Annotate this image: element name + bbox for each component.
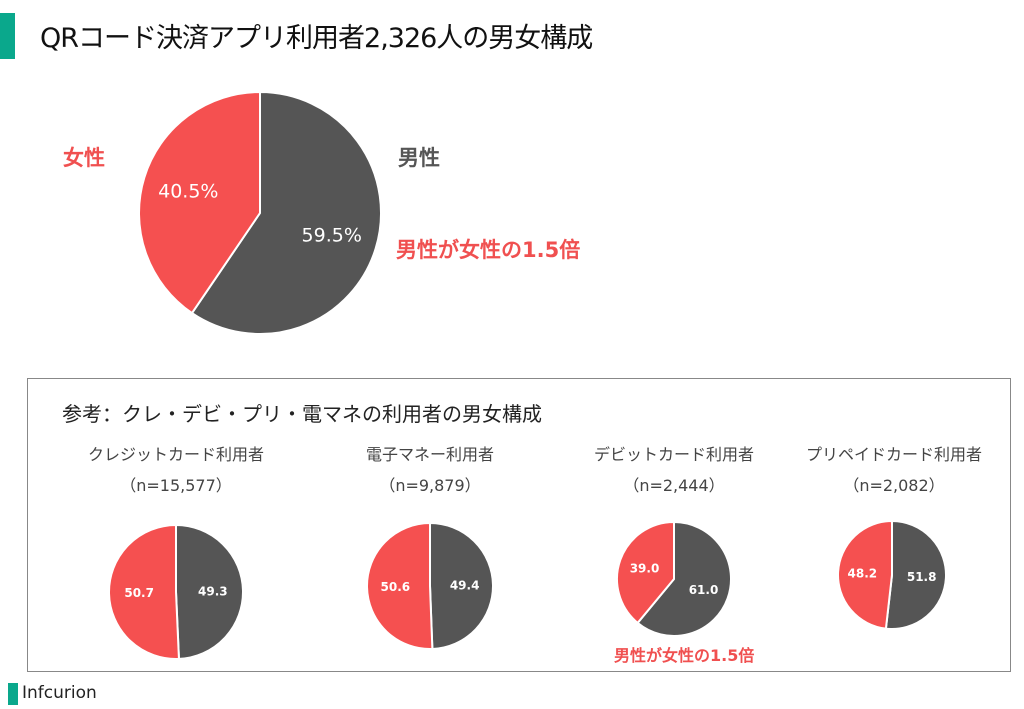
pie-slice-male xyxy=(429,521,494,650)
reference-box xyxy=(27,378,1011,672)
pie-data-label: 49.3 xyxy=(198,584,228,598)
pie-n: （n=9,879） xyxy=(379,476,481,495)
page-title: QRコード決済アプリ利用者2,326人の男女構成 xyxy=(40,23,593,54)
pie-n: （n=2,444） xyxy=(623,476,725,495)
pie-title: クレジットカード利用者 xyxy=(87,445,264,464)
pie-slice-male xyxy=(884,519,947,630)
logo-text: Infcurion xyxy=(22,683,97,703)
title-accent-bar xyxy=(0,13,15,59)
pie-data-label: 61.0 xyxy=(689,583,719,597)
pie-slice-female xyxy=(108,523,180,660)
pie-title: 電子マネー利用者 xyxy=(365,445,494,464)
logo-icon xyxy=(8,683,18,705)
pie-slice-female xyxy=(837,519,893,630)
pie-data-label: 59.5% xyxy=(302,225,362,247)
pie-slice-female xyxy=(616,520,675,625)
female-label: 女性 xyxy=(63,146,105,170)
pie-data-label: 50.6 xyxy=(381,580,411,594)
pie-title: プリペイドカード利用者 xyxy=(805,445,982,464)
pie-slice-female xyxy=(366,521,434,650)
pie-slice-male xyxy=(636,520,732,637)
pie-data-label: 50.7 xyxy=(124,586,154,600)
debit-note: 男性が女性の1.5倍 xyxy=(614,646,755,665)
pie-data-label: 49.4 xyxy=(450,579,480,593)
pie-data-label: 40.5% xyxy=(158,181,218,203)
pie-title: デビットカード利用者 xyxy=(593,445,754,464)
pie-data-label: 48.2 xyxy=(848,567,878,581)
main-note: 男性が女性の1.5倍 xyxy=(396,238,581,262)
reference-title: 参考：クレ・デビ・プリ・電マネの利用者の男女構成 xyxy=(62,402,542,426)
pie-data-label: 39.0 xyxy=(630,562,660,576)
pie-n: （n=15,577） xyxy=(120,476,232,495)
pie-slice-male xyxy=(175,523,244,660)
pie-data-label: 51.8 xyxy=(907,570,937,584)
pie-slice-male xyxy=(190,90,382,335)
male-label: 男性 xyxy=(398,146,440,170)
pie-n: （n=2,082） xyxy=(843,476,945,495)
pie-slice-female xyxy=(138,90,261,315)
